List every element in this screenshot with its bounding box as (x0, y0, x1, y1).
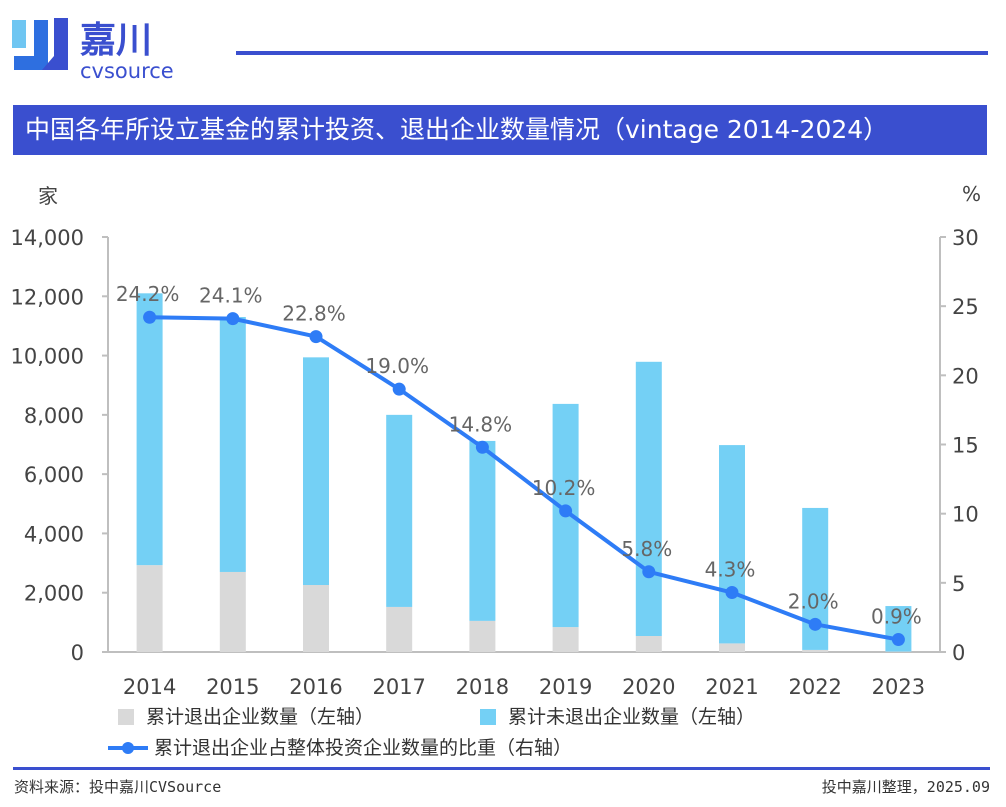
ratio-data-label: 5.8% (621, 537, 672, 561)
legend-swatch (118, 709, 134, 725)
header-rule (236, 51, 988, 55)
x-tick-label: 2017 (372, 675, 425, 699)
x-tick-label: 2018 (456, 675, 509, 699)
footer-source: 资料来源：投中嘉川CVSource (14, 778, 222, 796)
legend-label: 累计未退出企业数量（左轴） (508, 706, 756, 728)
legend-label: 累计退出企业数量（左轴） (146, 706, 375, 728)
ratio-data-label: 19.0% (365, 354, 429, 378)
ratio-line (149, 315, 899, 642)
svg-text:嘉川: 嘉川 (80, 20, 152, 61)
ratio-point (226, 312, 240, 326)
legend-swatch (480, 709, 496, 725)
ratio-data-label: 10.2% (532, 476, 596, 500)
bar-not-exited (219, 317, 246, 572)
left-tick-label: 14,000 (11, 226, 84, 250)
ratio-point (642, 565, 656, 579)
footer-note: 投中嘉川整理，2025.09 (821, 778, 990, 796)
bar-exited (219, 571, 246, 652)
ratio-point (392, 382, 406, 396)
ratio-data-label: 0.9% (871, 605, 922, 629)
left-tick-label: 12,000 (11, 285, 84, 309)
right-tick-label: 15 (952, 434, 979, 458)
right-tick-label: 0 (952, 641, 965, 665)
bar-not-exited (469, 440, 496, 621)
left-axis-unit: 家 (38, 184, 58, 208)
bar-exited (469, 620, 496, 652)
legend-item-ratio: 累计退出企业占整体投资企业数量的比重（右轴） (108, 733, 572, 760)
x-tick-label: 2022 (788, 675, 841, 699)
svg-text:cvsource: cvsource (80, 59, 174, 82)
x-tick-label: 2015 (206, 675, 259, 699)
right-tick-label: 10 (952, 503, 979, 527)
bar-not-exited (303, 357, 329, 586)
ratio-point (725, 586, 739, 600)
legend-item-not-exited: 累计未退出企业数量（左轴） (480, 702, 755, 729)
left-tick-label: 8,000 (24, 404, 84, 428)
chart-title: 中国各年所设立基金的累计投资、退出企业数量情况（vintage 2014-202… (13, 105, 987, 155)
right-tick-label: 25 (952, 295, 979, 319)
ratio-data-label: 2.0% (788, 589, 839, 613)
ratio-data-label: 4.3% (705, 558, 756, 582)
ratio-point (891, 633, 905, 647)
bar-not-exited (635, 361, 662, 636)
bar-not-exited (136, 293, 163, 566)
legend-label: 累计退出企业占整体投资企业数量的比重（右轴） (154, 737, 573, 759)
bar-not-exited (719, 445, 745, 644)
bar-not-exited (386, 414, 413, 607)
right-tick-label: 30 (952, 226, 979, 250)
ratio-point (559, 504, 573, 518)
ratio-point (143, 310, 157, 324)
ratio-data-label: 24.2% (116, 282, 180, 306)
left-tick-label: 2,000 (24, 582, 84, 606)
cvsource-logo: 嘉川 cvsource (12, 18, 174, 82)
left-tick-label: 6,000 (24, 463, 84, 487)
x-tick-label: 2016 (289, 675, 342, 699)
bar-exited (802, 649, 829, 652)
left-tick-label: 10,000 (11, 345, 84, 369)
left-tick-label: 4,000 (24, 522, 84, 546)
x-tick-label: 2021 (705, 675, 758, 699)
ratio-point (475, 440, 489, 454)
x-tick-label: 2020 (622, 675, 675, 699)
legend-item-exited: 累计退出企业数量（左轴） (118, 702, 374, 729)
footer-rule (13, 767, 990, 770)
legend-line-marker (108, 742, 148, 754)
bar-exited (386, 606, 413, 652)
bar-exited (635, 635, 662, 652)
x-tick-label: 2014 (123, 675, 176, 699)
bar-exited (303, 585, 329, 652)
bar-exited (552, 627, 579, 652)
right-axis-unit: % (962, 182, 982, 206)
x-tick-label: 2023 (872, 675, 925, 699)
bar-exited (719, 643, 745, 652)
ratio-point (808, 617, 822, 631)
ratio-data-label: 24.1% (199, 284, 263, 308)
ratio-point (309, 330, 323, 344)
x-tick-label: 2019 (539, 675, 592, 699)
right-tick-label: 20 (952, 364, 979, 388)
right-tick-label: 5 (952, 572, 965, 596)
ratio-data-label: 22.8% (282, 302, 346, 326)
left-tick-label: 0 (71, 641, 84, 665)
bar-exited (136, 565, 163, 652)
ratio-data-label: 14.8% (449, 412, 513, 436)
